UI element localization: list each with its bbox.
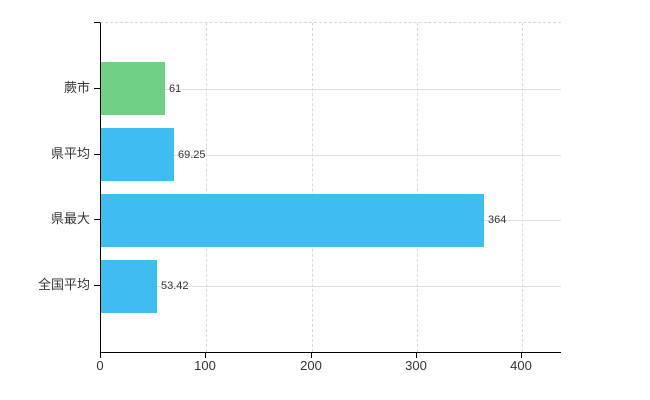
vertical-gridline <box>417 23 418 352</box>
category-label: 蕨市 <box>63 80 90 95</box>
bar-2 <box>101 128 174 181</box>
x-tick-label: 200 <box>300 358 322 373</box>
x-tick-label: 0 <box>96 358 104 373</box>
bar-4 <box>101 260 157 313</box>
y-axis-tick <box>94 219 100 220</box>
horizontal-gridline <box>101 155 561 156</box>
value-label: 53.42 <box>161 280 189 292</box>
value-label: 61 <box>169 83 182 95</box>
y-axis-tick <box>94 88 100 89</box>
x-axis-tick <box>416 352 417 358</box>
x-axis-tick <box>311 352 312 358</box>
horizontal-gridline <box>101 89 561 90</box>
plot-area: 61 69.25 364 53.42 <box>100 22 561 353</box>
category-label: 県平均 <box>50 146 90 161</box>
bar-3 <box>101 194 484 247</box>
horizontal-gridline <box>101 286 561 287</box>
x-axis-tick <box>100 352 101 358</box>
vertical-gridline <box>312 23 313 352</box>
vertical-gridline <box>522 23 523 352</box>
x-tick-label: 400 <box>510 358 532 373</box>
vertical-gridline <box>206 23 207 352</box>
x-tick-label: 100 <box>194 358 216 373</box>
x-axis-tick <box>205 352 206 358</box>
bar-1 <box>101 62 165 115</box>
y-axis-end-tick <box>94 22 100 23</box>
value-label: 364 <box>488 214 507 226</box>
x-tick-label: 300 <box>405 358 427 373</box>
x-axis-tick <box>521 352 522 358</box>
y-axis-tick <box>94 154 100 155</box>
y-axis-tick <box>94 285 100 286</box>
category-label: 全国平均 <box>37 277 90 292</box>
category-label: 県最大 <box>50 211 90 226</box>
value-label: 69.25 <box>178 149 206 161</box>
